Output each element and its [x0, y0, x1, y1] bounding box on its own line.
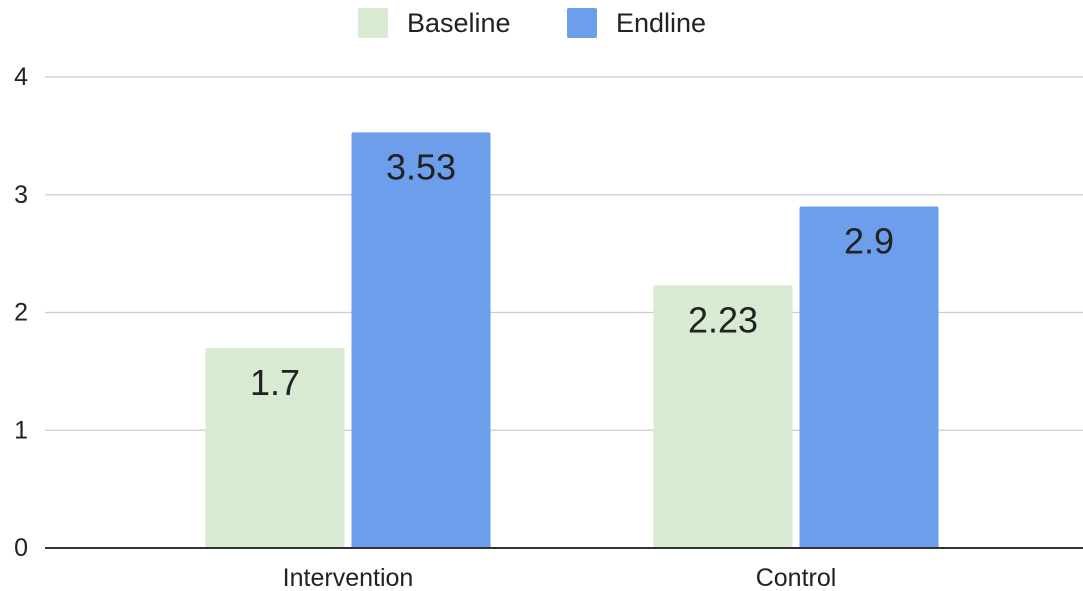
data-label-endline-intervention: 3.53	[386, 146, 456, 187]
chart-bars	[205, 132, 939, 548]
y-tick-label: 4	[14, 63, 28, 91]
data-label-endline-control: 2.9	[844, 221, 894, 262]
bar-baseline-intervention	[205, 347, 345, 548]
y-tick-label: 1	[14, 416, 28, 444]
bar-endline-control	[799, 206, 939, 548]
y-tick-label: 0	[14, 534, 28, 562]
legend-label-baseline: Baseline	[407, 8, 511, 38]
x-axis: Intervention Control	[45, 547, 1083, 591]
y-axis-ticks: 0 1 2 3 4	[14, 63, 28, 562]
data-label-baseline-control: 2.23	[688, 299, 758, 340]
bar-data-labels: 1.7 3.53 2.23 2.9	[250, 146, 894, 402]
data-label-baseline-intervention: 1.7	[250, 362, 300, 403]
legend-label-endline: Endline	[616, 8, 706, 38]
y-tick-label: 3	[14, 181, 28, 209]
legend-swatch-endline	[567, 8, 597, 38]
bar-baseline-control	[653, 285, 793, 548]
bar-endline-intervention	[351, 132, 491, 548]
legend-swatch-baseline	[358, 8, 388, 38]
y-tick-label: 2	[14, 299, 28, 327]
chart-legend: Baseline Endline	[358, 8, 706, 38]
x-tick-label-control: Control	[756, 564, 837, 591]
x-tick-label-intervention: Intervention	[283, 564, 414, 591]
